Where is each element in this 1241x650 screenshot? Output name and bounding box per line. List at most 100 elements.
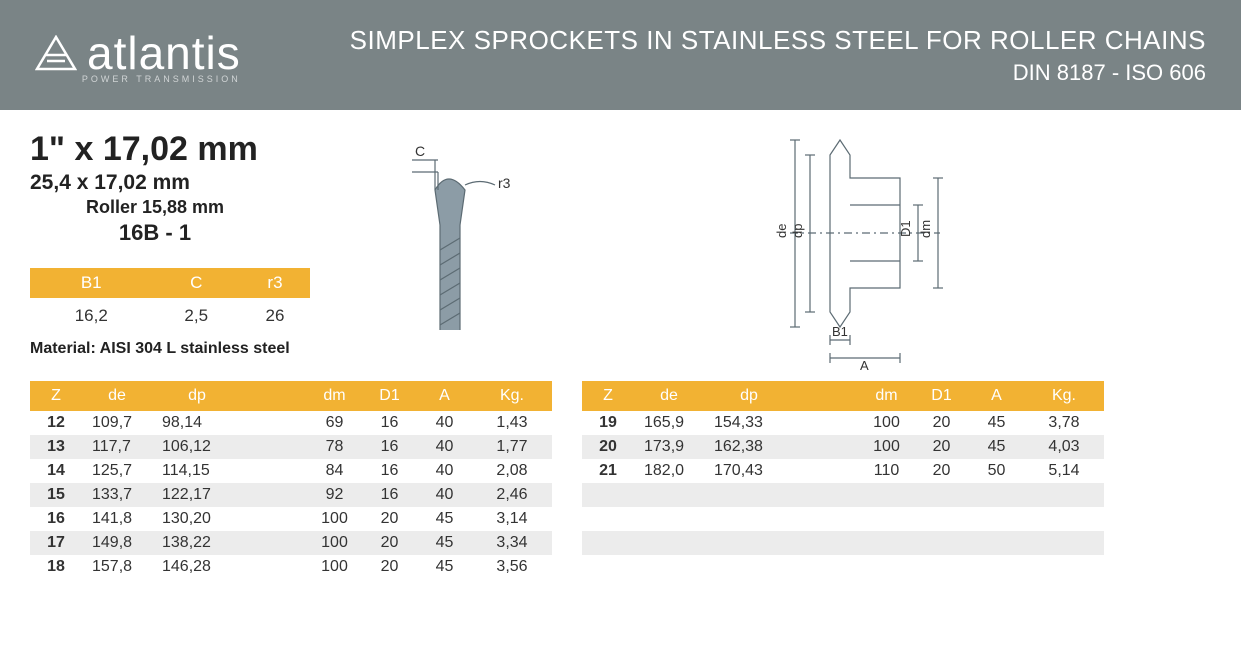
- table-cell: 45: [417, 507, 472, 531]
- table-cell: [914, 531, 969, 555]
- table-cell: [242, 435, 307, 459]
- table-row: [582, 555, 1104, 579]
- table-cell: [582, 555, 634, 579]
- table-cell: 149,8: [82, 531, 152, 555]
- table-cell: 133,7: [82, 483, 152, 507]
- table-cell: 13: [30, 435, 82, 459]
- table-cell: 3,34: [472, 531, 552, 555]
- th-a-r: A: [969, 381, 1024, 411]
- table-cell: 173,9: [634, 435, 704, 459]
- material-note: Material: AISI 304 L stainless steel: [30, 340, 310, 358]
- table-cell: [704, 507, 794, 531]
- table-cell: 20: [914, 435, 969, 459]
- spec-size-metric: 25,4 x 17,02 mm: [30, 171, 310, 195]
- table-cell: 100: [307, 555, 362, 579]
- table-cell: [242, 483, 307, 507]
- table-cell: 100: [307, 531, 362, 555]
- table-cell: 154,33: [704, 411, 794, 435]
- table-cell: 98,14: [152, 411, 242, 435]
- table-cell: [794, 555, 859, 579]
- table-cell: [914, 507, 969, 531]
- table-cell: 40: [417, 459, 472, 483]
- diagram-label-b1: B1: [832, 324, 848, 339]
- table-cell: [794, 531, 859, 555]
- th-de-r: de: [634, 381, 704, 411]
- th-dp: dp: [152, 381, 242, 411]
- table-cell: 5,14: [1024, 459, 1104, 483]
- table-cell: [969, 531, 1024, 555]
- table-cell: 170,43: [704, 459, 794, 483]
- table-row: 16141,8130,20 10020453,14: [30, 507, 552, 531]
- table-row: [582, 507, 1104, 531]
- table-cell: 3,78: [1024, 411, 1104, 435]
- th-gap: [242, 381, 307, 411]
- table-cell: 122,17: [152, 483, 242, 507]
- table-cell: 138,22: [152, 531, 242, 555]
- table-cell: 84: [307, 459, 362, 483]
- table-cell: 45: [417, 531, 472, 555]
- table-cell: [1024, 531, 1104, 555]
- table-cell: 100: [859, 411, 914, 435]
- table-cell: 114,15: [152, 459, 242, 483]
- table-cell: [242, 531, 307, 555]
- table-cell: 20: [582, 435, 634, 459]
- table-cell: 45: [969, 435, 1024, 459]
- brand-logo: atlantis POWER TRANSMISSION: [35, 26, 241, 84]
- table-cell: 20: [362, 507, 417, 531]
- th-dm: dm: [307, 381, 362, 411]
- th-dm-r: dm: [859, 381, 914, 411]
- data-table-left: Z de dp dm D1 A Kg. 12109,798,14 6916401…: [30, 381, 552, 579]
- table-cell: 109,7: [82, 411, 152, 435]
- diagram-label-dm: dm: [918, 220, 933, 238]
- table-cell: 100: [307, 507, 362, 531]
- table-row: [582, 483, 1104, 507]
- table-cell: 92: [307, 483, 362, 507]
- table-cell: 16: [362, 435, 417, 459]
- table-cell: 20: [362, 555, 417, 579]
- table-cell: 14: [30, 459, 82, 483]
- table-cell: 100: [859, 435, 914, 459]
- table-cell: 16: [362, 411, 417, 435]
- table-row: [582, 531, 1104, 555]
- spec-code: 16B - 1: [30, 220, 280, 246]
- table-cell: 162,38: [704, 435, 794, 459]
- table-cell: 40: [417, 411, 472, 435]
- content-area: 1" x 17,02 mm 25,4 x 17,02 mm Roller 15,…: [0, 110, 1241, 579]
- table-cell: [634, 555, 704, 579]
- table-cell: [859, 483, 914, 507]
- table-cell: 141,8: [82, 507, 152, 531]
- table-row: 21182,0170,43 11020505,14: [582, 459, 1104, 483]
- th-de: de: [82, 381, 152, 411]
- data-tables-row: Z de dp dm D1 A Kg. 12109,798,14 6916401…: [30, 381, 1211, 579]
- table-cell: [704, 531, 794, 555]
- table-cell: 40: [417, 435, 472, 459]
- table-cell: 2,08: [472, 459, 552, 483]
- table-cell: 110: [859, 459, 914, 483]
- table-cell: 50: [969, 459, 1024, 483]
- table-cell: [794, 483, 859, 507]
- small-dim-table: B1 C r3 16,2 2,5 26: [30, 268, 310, 334]
- th-d1-r: D1: [914, 381, 969, 411]
- table-cell: [582, 483, 634, 507]
- table-cell: [582, 507, 634, 531]
- spec-block: 1" x 17,02 mm 25,4 x 17,02 mm Roller 15,…: [30, 130, 310, 358]
- table-cell: 18: [30, 555, 82, 579]
- table-cell: 1,43: [472, 411, 552, 435]
- table-cell: 1,77: [472, 435, 552, 459]
- table-cell: [242, 459, 307, 483]
- table-row: 15133,7122,17 9216402,46: [30, 483, 552, 507]
- th-a: A: [417, 381, 472, 411]
- table-cell: [1024, 555, 1104, 579]
- table-cell: 3,14: [472, 507, 552, 531]
- table-cell: [794, 459, 859, 483]
- diagram-label-r3: r3: [498, 175, 511, 191]
- brand-name: atlantis: [87, 26, 241, 80]
- table-cell: [859, 555, 914, 579]
- page-header: atlantis POWER TRANSMISSION SIMPLEX SPRO…: [0, 0, 1241, 110]
- table-cell: [242, 555, 307, 579]
- page-subtitle: DIN 8187 - ISO 606: [350, 60, 1206, 86]
- table-cell: 16: [30, 507, 82, 531]
- table-cell: 40: [417, 483, 472, 507]
- table-cell: [704, 483, 794, 507]
- table-cell: 69: [307, 411, 362, 435]
